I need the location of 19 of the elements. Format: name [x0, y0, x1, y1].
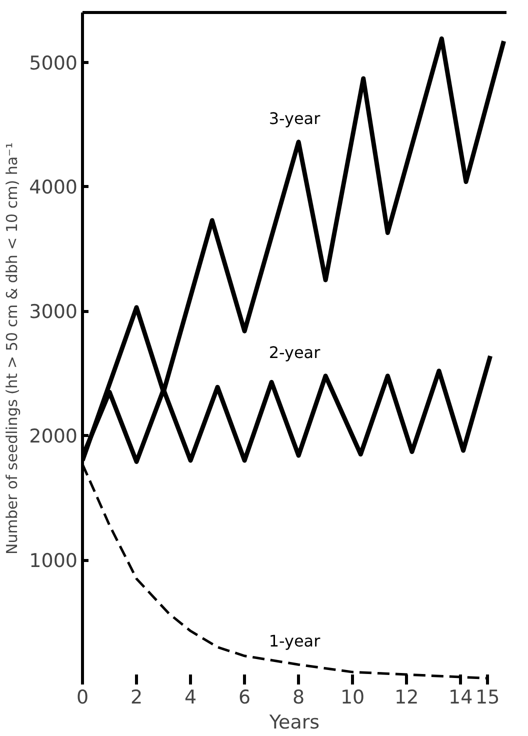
y-tick-label: 3000 — [29, 301, 78, 324]
y-tick-label: 4000 — [29, 176, 78, 199]
x-tick-label: 12 — [394, 686, 419, 708]
y-tick-label: 2000 — [29, 426, 78, 448]
y-tick-label: 1000 — [29, 550, 78, 572]
x-tick-label: 6 — [238, 686, 251, 708]
x-tick-label: 15 — [476, 686, 500, 708]
series-label: 3-year — [268, 108, 321, 128]
x-tick-label: 8 — [292, 686, 305, 708]
x-tick-label: 2 — [130, 686, 143, 708]
x-tick-label: 14 — [448, 686, 473, 708]
y-axis-title: Number of seedlings (ht > 50 cm & dbh < 10 cm) ha⁻¹ — [3, 142, 22, 554]
series-label: 2-year — [268, 342, 321, 362]
x-tick-label: 0 — [76, 686, 89, 708]
series-label: 1-year — [268, 632, 321, 651]
x-tick-label: 4 — [184, 686, 197, 708]
x-axis-title: Years — [268, 712, 320, 734]
y-tick-label: 5000 — [29, 52, 78, 74]
x-tick-label: 10 — [340, 686, 365, 708]
